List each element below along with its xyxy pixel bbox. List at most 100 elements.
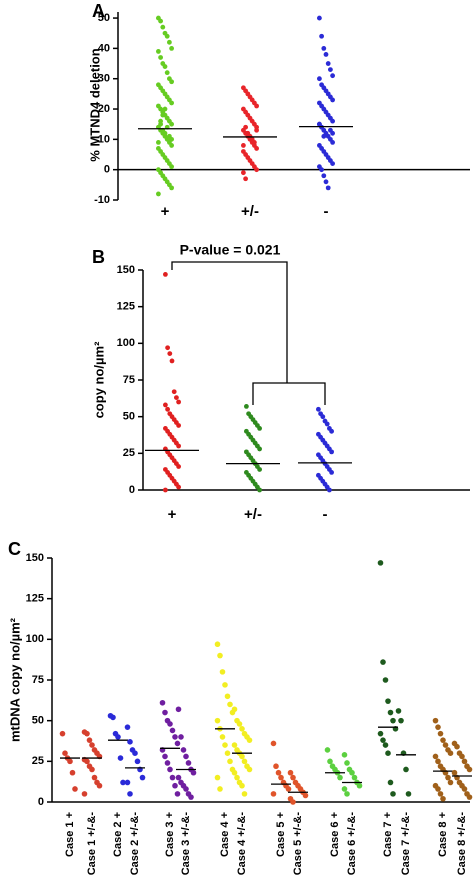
- data-point: [451, 769, 458, 776]
- data-point: [62, 750, 68, 756]
- data-point: [287, 769, 294, 776]
- data-point: [329, 428, 334, 434]
- data-point: [330, 130, 335, 136]
- data-point: [185, 760, 192, 766]
- data-point: [330, 161, 335, 167]
- data-point: [330, 97, 335, 103]
- panel-label: C: [8, 539, 21, 559]
- data-point: [183, 753, 189, 760]
- data-point: [176, 484, 182, 490]
- x-tick-label: Case 1 +: [64, 812, 76, 857]
- data-point: [222, 682, 228, 688]
- y-tick-label: 10: [98, 133, 110, 145]
- y-tick-label: 50: [98, 12, 110, 24]
- data-point: [217, 652, 223, 659]
- panel-label: A: [92, 1, 105, 21]
- data-point: [169, 358, 175, 364]
- data-point: [231, 769, 238, 776]
- data-point: [290, 774, 296, 781]
- data-point: [96, 782, 103, 789]
- data-point: [190, 769, 197, 776]
- data-point: [246, 766, 253, 773]
- data-point: [324, 421, 330, 427]
- data-point: [317, 76, 322, 82]
- data-point: [241, 791, 248, 797]
- x-tick-label: -: [323, 506, 328, 523]
- data-point: [178, 734, 184, 740]
- data-point: [341, 752, 348, 758]
- data-point: [440, 795, 446, 802]
- bracket: [252, 382, 326, 405]
- data-point: [377, 730, 384, 737]
- x-tick-label: -: [324, 203, 329, 220]
- data-point: [466, 766, 473, 773]
- data-point: [254, 167, 259, 173]
- data-point: [231, 742, 238, 748]
- data-point: [321, 45, 327, 51]
- data-point: [252, 139, 257, 145]
- y-tick-label: 50: [123, 411, 135, 423]
- y-tick-label: 150: [26, 552, 44, 564]
- x-tick-label: Case 2 +/-&-: [129, 812, 141, 876]
- y-tick-label: 25: [123, 447, 135, 459]
- x-tick-label: +/-: [241, 203, 259, 220]
- y-tick-label: 25: [32, 755, 44, 767]
- data-point: [239, 753, 245, 760]
- data-point: [110, 714, 116, 721]
- data-point: [442, 742, 449, 748]
- data-point: [330, 139, 335, 145]
- data-point: [330, 73, 335, 79]
- data-point: [257, 487, 262, 493]
- data-point: [351, 774, 358, 781]
- data-point: [162, 106, 168, 112]
- data-point: [169, 185, 175, 191]
- x-tick-label: +/-: [244, 506, 262, 523]
- data-point: [440, 737, 446, 743]
- data-point: [134, 758, 141, 765]
- data-point: [160, 112, 166, 118]
- data-point: [377, 560, 384, 566]
- data-point: [127, 791, 133, 797]
- data-point: [321, 133, 327, 139]
- data-point: [447, 779, 454, 786]
- y-tick-label: 30: [98, 73, 110, 85]
- data-point: [219, 669, 226, 675]
- data-point: [239, 782, 245, 789]
- data-point: [403, 766, 409, 773]
- y-tick-label: 50: [32, 715, 44, 727]
- data-point: [445, 774, 451, 781]
- data-point: [385, 750, 391, 756]
- data-point: [214, 641, 221, 648]
- data-point: [156, 139, 161, 145]
- data-point: [172, 734, 178, 740]
- data-point: [278, 774, 284, 781]
- data-point: [162, 64, 168, 69]
- data-point: [257, 446, 262, 452]
- data-point: [246, 737, 253, 743]
- y-tick-label: 100: [117, 337, 135, 349]
- data-point: [169, 774, 176, 781]
- data-point: [169, 727, 176, 734]
- data-point: [432, 717, 439, 724]
- data-point: [461, 758, 468, 765]
- data-point: [89, 766, 95, 773]
- data-point: [174, 791, 181, 797]
- data-point: [380, 737, 386, 743]
- data-point: [319, 33, 324, 39]
- data-point: [432, 753, 439, 760]
- data-point: [81, 791, 88, 797]
- y-tick-label: 125: [117, 301, 135, 313]
- data-point: [244, 404, 249, 409]
- bracket: [171, 261, 288, 383]
- data-point: [239, 726, 245, 732]
- data-point: [214, 717, 221, 724]
- data-point: [163, 272, 168, 277]
- x-tick-label: Case 8 +/-&-: [456, 812, 468, 876]
- data-point: [163, 487, 168, 493]
- data-point: [132, 750, 138, 756]
- data-point: [171, 389, 177, 395]
- data-point: [321, 173, 327, 179]
- data-point: [219, 734, 226, 740]
- data-point: [169, 143, 175, 148]
- data-point: [290, 799, 296, 805]
